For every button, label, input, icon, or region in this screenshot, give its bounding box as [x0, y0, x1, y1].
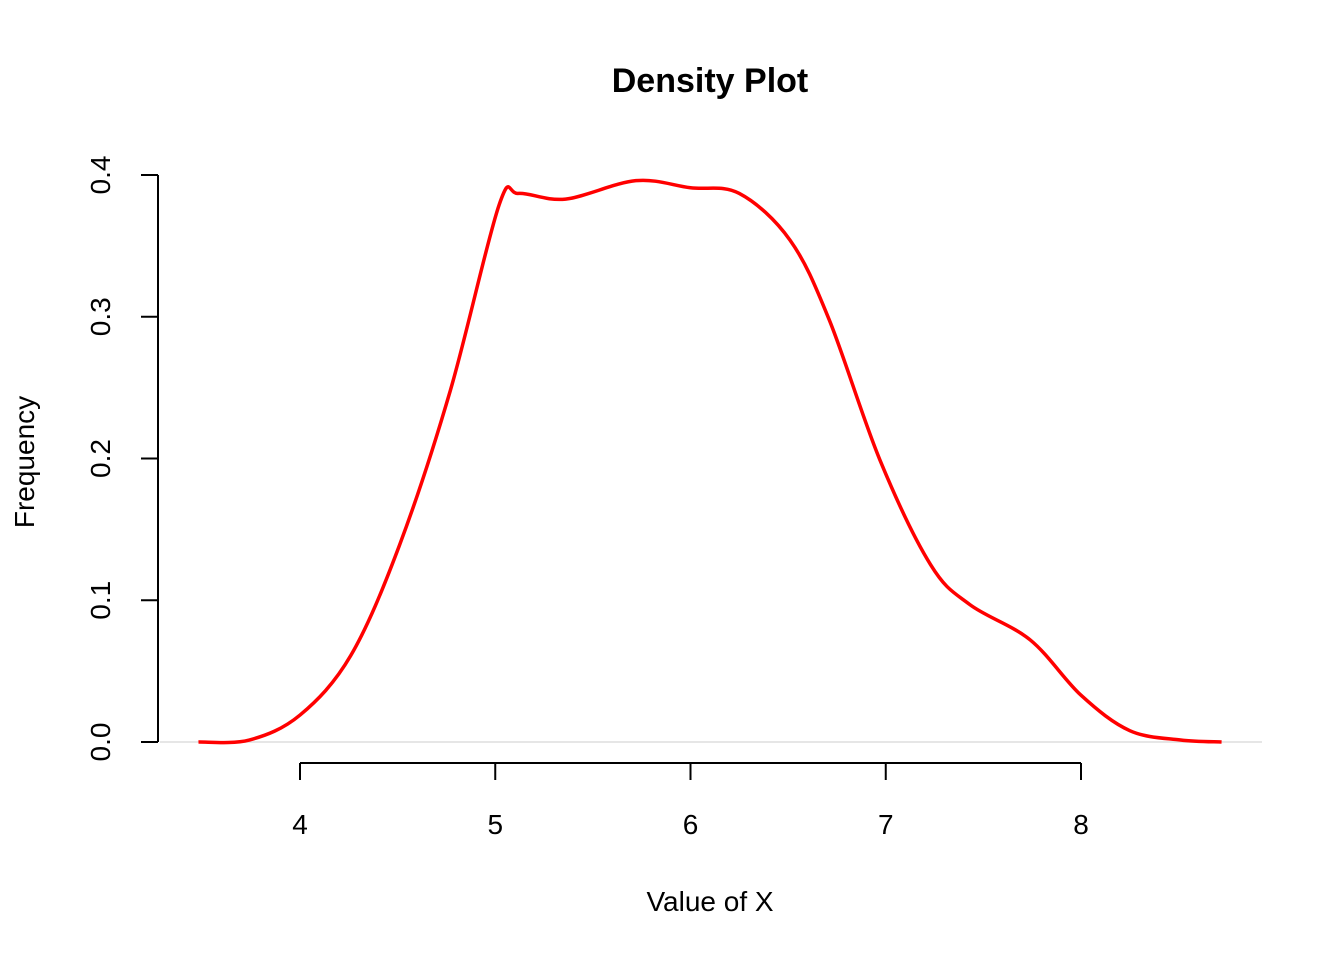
y-tick-label: 0.0 — [85, 723, 116, 762]
y-axis: 0.0 0.1 0.2 0.3 0.4 — [85, 156, 159, 762]
x-tick-label: 8 — [1073, 809, 1089, 840]
x-tick-label: 5 — [487, 809, 503, 840]
y-tick-label: 0.3 — [85, 297, 116, 336]
x-axis: 4 5 6 7 8 — [292, 762, 1089, 840]
x-tick-label: 6 — [683, 809, 699, 840]
plot-area — [160, 178, 1262, 745]
y-tick-label: 0.1 — [85, 581, 116, 620]
y-tick-label: 0.4 — [85, 156, 116, 195]
chart-title: Density Plot — [612, 62, 808, 100]
x-axis-label: Value of X — [646, 886, 773, 917]
y-tick-label: 0.2 — [85, 439, 116, 478]
x-tick-label: 7 — [878, 809, 894, 840]
density-line — [198, 178, 1222, 745]
y-axis-label: Frequency — [9, 396, 40, 528]
x-tick-label: 4 — [292, 809, 308, 840]
